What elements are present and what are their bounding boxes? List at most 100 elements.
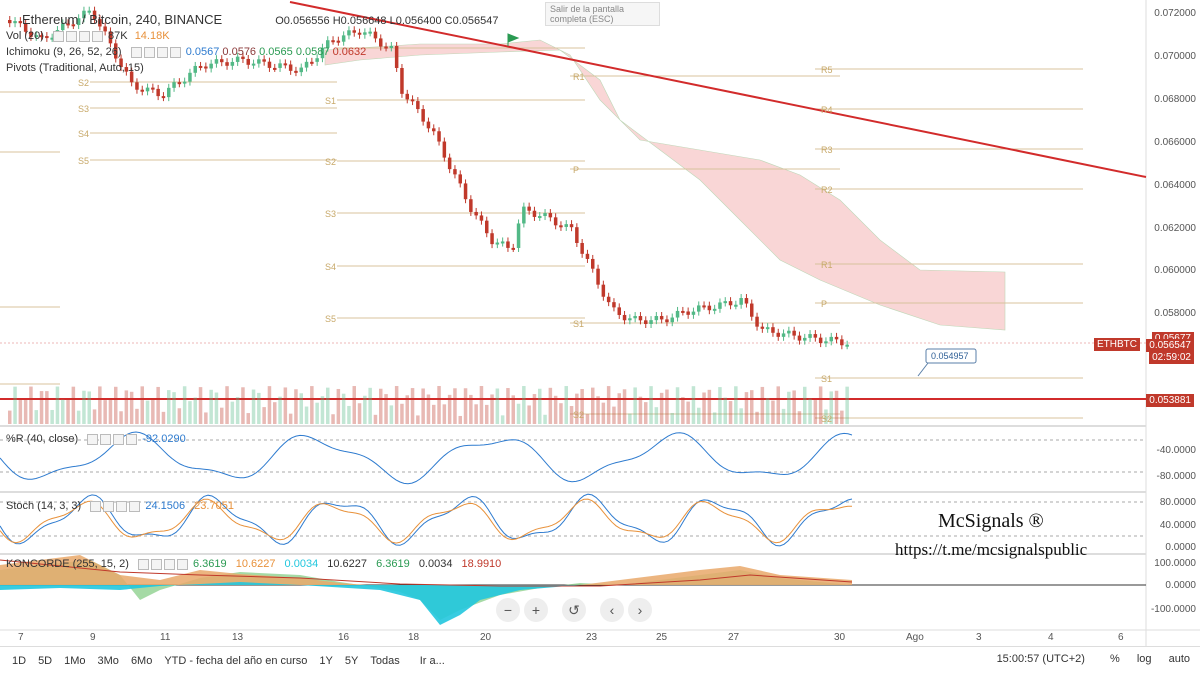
volume-bar	[516, 403, 521, 424]
volume-bar	[469, 394, 473, 424]
volume-bar	[681, 397, 685, 424]
time-tick: 16	[338, 632, 350, 643]
indicator-buttons[interactable]	[130, 46, 183, 58]
volume-bar	[267, 386, 272, 424]
volume-bar	[426, 394, 431, 424]
vol-legend[interactable]: Vol (20) 87K 14.18K	[6, 30, 170, 42]
time-tick: 4	[1048, 632, 1054, 643]
reset-icon[interactable]: ↺	[562, 598, 586, 622]
volume-bar	[818, 386, 823, 424]
goto-button[interactable]: Ir a...	[419, 655, 445, 667]
volume-bar	[304, 406, 309, 424]
volume-bar	[363, 395, 367, 424]
range-1y[interactable]: 1Y	[319, 655, 333, 667]
volume-bar	[172, 392, 176, 424]
volume-bars	[8, 386, 849, 424]
volume-bar	[220, 407, 224, 424]
volume-bar	[410, 388, 415, 424]
volume-bar	[167, 390, 171, 424]
range-1mo[interactable]: 1Mo	[64, 655, 86, 667]
stoch-legend[interactable]: Stoch (14, 3, 3) 24.1506 23.7051	[6, 500, 234, 512]
volume-bar	[787, 391, 791, 424]
volume-bar	[813, 400, 818, 424]
volume-bar	[230, 401, 235, 424]
exit-fullscreen-tooltip[interactable]: Salir de la pantalla completa (ESC)	[545, 2, 660, 26]
volume-bar	[188, 401, 192, 424]
volume-bar	[198, 387, 203, 424]
scroll-left-button[interactable]: ‹	[600, 598, 624, 622]
volume-bar	[394, 386, 399, 424]
zoom-out-button[interactable]: −	[496, 598, 520, 622]
zoom-in-button[interactable]: +	[524, 598, 548, 622]
volume-bar	[114, 386, 118, 424]
indicator-buttons[interactable]	[90, 500, 142, 512]
support-price-tag: 0.053881	[1146, 394, 1194, 407]
pivots-legend[interactable]: Pivots (Traditional, Auto, 15)	[6, 62, 144, 74]
range-6mo[interactable]: 6Mo	[130, 655, 153, 667]
range-5d[interactable]: 5D	[38, 655, 53, 667]
williams-legend[interactable]: %R (40, close) -92.0290	[6, 433, 186, 445]
volume-bar	[612, 406, 616, 424]
time-tick: 23	[586, 632, 598, 643]
volume-bar	[299, 393, 303, 424]
volume-bar	[18, 399, 23, 424]
volume-bar	[442, 404, 447, 424]
volume-bar	[103, 400, 107, 424]
volume-bar	[273, 402, 277, 424]
time-tick: 30	[834, 632, 846, 643]
range-5y[interactable]: 5Y	[344, 655, 359, 667]
volume-bar	[691, 386, 696, 424]
volume-bar	[447, 394, 452, 424]
indicator-buttons[interactable]	[137, 558, 190, 570]
current-price-tag: 0.056547	[1146, 339, 1194, 352]
volume-bar	[500, 415, 505, 424]
percent-toggle[interactable]: %	[1109, 653, 1120, 665]
volume-bar	[638, 396, 643, 424]
koncorde-brown	[0, 555, 852, 586]
volume-bar	[644, 402, 648, 424]
volume-bar	[797, 411, 802, 424]
range-3mo[interactable]: 3Mo	[97, 655, 119, 667]
volume-bar	[66, 399, 70, 424]
volume-bar	[156, 386, 160, 424]
volume-bar	[728, 401, 733, 424]
volume-bar	[580, 389, 584, 424]
koncorde-legend[interactable]: KONCORDE (255, 15, 2) 6.3619 10.6227 0.0…	[6, 558, 502, 570]
scroll-right-button[interactable]: ›	[628, 598, 652, 622]
log-toggle[interactable]: log	[1136, 653, 1152, 665]
indicator-buttons[interactable]	[52, 30, 105, 42]
time-tick: 6	[1118, 632, 1124, 643]
time-tick: 11	[160, 632, 171, 643]
volume-bar	[161, 411, 166, 424]
volume-bar	[310, 386, 314, 424]
time-tick: 9	[90, 632, 96, 643]
volume-bar	[575, 393, 579, 424]
volume-bar	[659, 392, 664, 424]
volume-bar	[45, 391, 49, 424]
auto-toggle[interactable]: auto	[1168, 653, 1190, 665]
countdown-tag: 02:59:02	[1149, 351, 1194, 364]
volume-bar	[548, 387, 553, 424]
range-all[interactable]: Todas	[370, 655, 400, 667]
volume-bar	[532, 394, 537, 424]
volume-bar	[490, 394, 494, 424]
volume-bar	[834, 390, 839, 424]
volume-bar	[840, 410, 844, 424]
ohlc-values: O0.056556 H0.056648 L0.056400 C0.056547	[275, 15, 499, 27]
indicator-buttons[interactable]	[87, 433, 139, 445]
volume-bar	[697, 407, 701, 424]
volume-bar	[601, 402, 606, 424]
volume-bar	[771, 400, 775, 424]
ichimoku-legend[interactable]: Ichimoku (9, 26, 52, 26) 0.0567 0.0576 0…	[6, 46, 367, 58]
watermark-title: McSignals ®	[938, 510, 1044, 532]
volume-bar	[326, 387, 330, 424]
volume-bar	[495, 388, 500, 424]
range-ytd[interactable]: YTD - fecha del año en curso	[164, 655, 308, 667]
time-tick: 27	[728, 632, 740, 643]
price-callout[interactable]: 0.054957	[931, 351, 969, 361]
range-1d[interactable]: 1D	[12, 655, 27, 667]
volume-bar	[246, 413, 250, 424]
volume-bar	[214, 392, 219, 424]
volume-bar	[474, 404, 478, 424]
